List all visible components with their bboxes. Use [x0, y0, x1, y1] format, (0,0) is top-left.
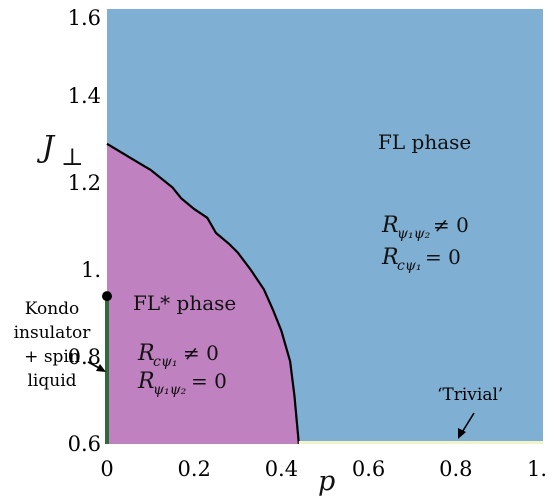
svg-text:R: R	[381, 213, 399, 238]
x-tick-label: 0	[100, 457, 113, 481]
fl-condition-2: R cψ₁ = 0	[381, 245, 461, 274]
y-axis-label: J	[36, 130, 56, 165]
fl-condition-1: R ψ₁ψ₂ ≠ 0	[381, 213, 469, 242]
phase-regions	[102, 9, 543, 445]
trivial-label: ‘Trivial’	[437, 385, 503, 405]
y-tick-label: 1.	[81, 258, 101, 282]
flstar-phase-region	[107, 143, 299, 444]
phase-boundary-line	[106, 142, 300, 445]
svg-text:cψ₁: cψ₁	[153, 354, 177, 370]
x-tick-label: 0.2	[177, 457, 210, 481]
y-axis-label-subscript: ⊥	[61, 143, 84, 171]
x-tick-label: 0.4	[265, 457, 298, 481]
svg-text:R: R	[137, 369, 155, 394]
y-tick-label: 1.4	[68, 84, 101, 108]
kondo-arrowhead	[96, 364, 106, 372]
kondo-line-3: + spin	[24, 347, 80, 367]
trivial-phase-strip	[298, 441, 543, 444]
svg-text:= 0: = 0	[191, 369, 227, 393]
trivial-arrow	[460, 412, 475, 435]
svg-text:R: R	[137, 341, 155, 366]
x-tick-label: 1.	[527, 457, 547, 481]
svg-text:≠ 0: ≠ 0	[183, 341, 219, 365]
y-tick-label: 1.2	[68, 171, 101, 195]
kondo-line-2: insulator	[14, 323, 92, 343]
x-axis-label: p	[318, 466, 335, 497]
svg-text:= 0: = 0	[425, 245, 461, 269]
flstar-phase-title: FL* phase	[133, 291, 236, 315]
kondo-line-4: liquid	[27, 371, 76, 391]
x-tick-label: 0.8	[439, 457, 472, 481]
svg-text:ψ₁ψ₂: ψ₁ψ₂	[153, 382, 187, 398]
kondo-annotation: Kondo insulator + spin liquid	[14, 299, 106, 391]
svg-text:≠ 0: ≠ 0	[433, 213, 469, 237]
kondo-line-1: Kondo	[25, 299, 80, 319]
y-tick-label: 0.8	[68, 345, 101, 369]
y-tick-label: 1.6	[68, 6, 101, 30]
trivial-annotation: ‘Trivial’	[437, 385, 503, 439]
svg-text:ψ₁ψ₂: ψ₁ψ₂	[397, 226, 431, 242]
svg-text:cψ₁: cψ₁	[397, 258, 421, 274]
x-tick-label: 0.6	[352, 457, 385, 481]
trivial-arrowhead	[458, 428, 466, 439]
flstar-condition-2: R ψ₁ψ₂ = 0	[137, 369, 227, 398]
flstar-condition-1: R cψ₁ ≠ 0	[137, 341, 219, 370]
kondo-point	[102, 291, 112, 302]
y-tick-label: 0.6	[68, 432, 101, 456]
svg-text:R: R	[381, 245, 399, 270]
fl-phase-title: FL phase	[378, 130, 471, 154]
axis-ticks: 0 0.2 0.4 0.6 0.8 1. 0.6 0.8 1. 1.2 1.4 1.6	[68, 6, 547, 481]
